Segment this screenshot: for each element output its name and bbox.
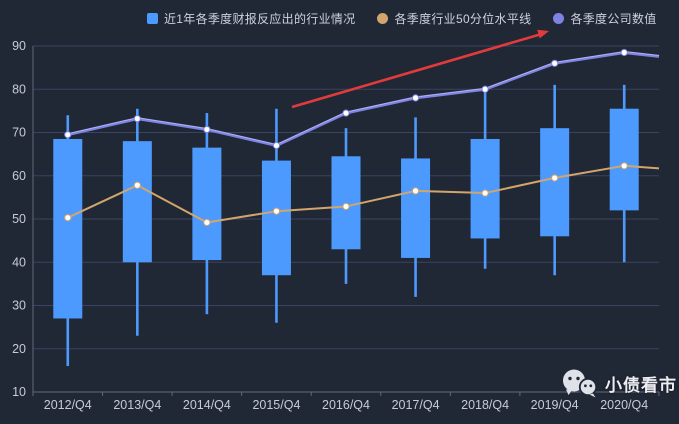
wechat-bubbles-icon (563, 369, 598, 398)
median-point (411, 187, 420, 195)
median-point (133, 181, 141, 189)
median-point (342, 202, 350, 211)
candle-body (261, 160, 291, 276)
median-point (481, 189, 489, 197)
candle-body (53, 138, 83, 319)
x-axis-tick-label: 2015/Q4 (252, 398, 300, 412)
blue-square-icon (147, 13, 158, 24)
x-axis-tick-label: 2013/Q4 (113, 398, 161, 412)
candle-body (470, 138, 500, 239)
median-point (272, 207, 281, 215)
x-axis-tick-label: 2019/Q4 (531, 398, 579, 412)
company-value-line-highlight (67, 51, 660, 146)
legend-label: 各季度行业50分位水平线 (394, 12, 532, 26)
x-axis-tick-label: 2016/Q4 (322, 398, 370, 412)
purple-circle-icon (553, 13, 565, 24)
company-value-point (411, 94, 420, 102)
y-axis-tick-label: 50 (12, 212, 26, 226)
chart-legend: 近1年各季度财报反应出的行业情况 各季度行业50分位水平线 各季度公司数值 (147, 10, 657, 27)
company-value-point (133, 115, 141, 123)
company-value-point (342, 109, 350, 117)
company-value-point (620, 48, 628, 57)
candle-body (192, 147, 222, 261)
legend-item-industry-range[interactable]: 近1年各季度财报反应出的行业情况 (147, 10, 355, 27)
median-point (203, 218, 211, 227)
company-value-line (67, 50, 660, 147)
candle-body (331, 156, 361, 250)
x-axis-tick-label: 2018/Q4 (461, 398, 509, 412)
orange-circle-icon (377, 13, 389, 24)
company-value-point (203, 125, 211, 134)
company-value-point (64, 131, 72, 139)
watermark-text: 小债看市 (605, 376, 677, 395)
candle-body (401, 158, 431, 258)
median-line (67, 164, 660, 224)
company-value-point (551, 59, 559, 67)
y-axis-tick-label: 20 (12, 342, 26, 356)
red-arrow-line (291, 31, 546, 109)
candle-body (609, 108, 639, 211)
y-axis-tick-label: 90 (12, 39, 26, 53)
watermark: 小债看市 (559, 368, 677, 399)
red-arrow-head (537, 29, 549, 39)
median-point (551, 174, 559, 182)
legend-item-industry-median[interactable]: 各季度行业50分位水平线 (377, 10, 531, 27)
legend-label: 各季度公司数值 (570, 12, 657, 26)
y-axis-tick-label: 30 (12, 299, 26, 313)
legend-label: 近1年各季度财报反应出的行业情况 (164, 12, 356, 26)
y-axis-tick-label: 70 (12, 126, 26, 140)
x-axis-tick-label: 2014/Q4 (183, 398, 231, 412)
y-axis-tick-label: 80 (12, 82, 26, 96)
y-axis-tick-label: 10 (12, 385, 26, 399)
candle-body (540, 128, 570, 237)
company-value-point (481, 85, 489, 93)
median-point (64, 214, 72, 222)
x-axis-tick-label: 2012/Q4 (44, 398, 92, 412)
y-axis-tick-label: 60 (12, 169, 26, 183)
x-axis-tick-label: 2020/Q4 (600, 398, 648, 412)
company-value-point (272, 141, 281, 150)
y-axis-tick-label: 40 (12, 255, 26, 269)
candle-body (122, 141, 152, 263)
x-axis-tick-label: 2017/Q4 (392, 398, 440, 412)
legend-item-company-value[interactable]: 各季度公司数值 (553, 10, 656, 27)
median-point (620, 162, 628, 170)
